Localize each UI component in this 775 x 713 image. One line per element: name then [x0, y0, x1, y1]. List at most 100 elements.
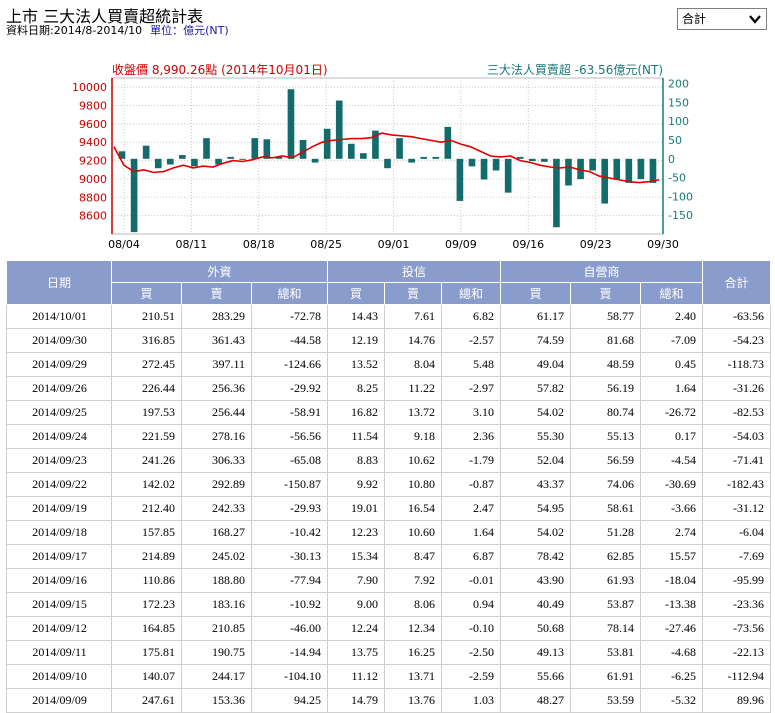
- table-cell-value: 58.77: [570, 304, 642, 329]
- table-cell-value: 164.85: [111, 616, 182, 641]
- bar: [299, 140, 307, 159]
- table-cell-date: 2014/09/30: [6, 328, 112, 353]
- table-cell-value: 50.68: [500, 616, 572, 641]
- table-cell-value: 172.23: [111, 592, 182, 617]
- table-cell-value: 49.04: [500, 352, 572, 377]
- table-cell-value: 55.30: [500, 424, 572, 449]
- header-foreign-buy: 買: [111, 282, 182, 305]
- table-cell-date: 2014/09/10: [6, 664, 112, 689]
- header-total: 合計: [702, 260, 772, 305]
- table-cell-date: 2014/09/23: [6, 448, 112, 473]
- table-cell-value: -6.04: [702, 520, 772, 545]
- table-cell-value: -54.23: [702, 328, 772, 353]
- table-cell-value: 157.85: [111, 520, 182, 545]
- table-cell-value: 110.86: [111, 568, 182, 593]
- table-cell-date: 2014/09/09: [6, 688, 112, 713]
- table-cell-value: 2.36: [441, 424, 502, 449]
- left-axis-tick: 9200: [79, 155, 107, 168]
- table-cell-value: 13.72: [384, 400, 443, 425]
- table-cell-value: 272.45: [111, 352, 182, 377]
- left-axis-tick: 9400: [79, 136, 107, 149]
- table-row: 2014/09/18 157.85 168.27 -10.42 12.23 10.60 1.…: [6, 520, 772, 545]
- table-cell-value: -7.09: [640, 328, 704, 353]
- table-row: 2014/09/19 212.40 242.33 -29.93 19.01 16.54 2.…: [6, 496, 772, 521]
- bar: [553, 158, 560, 228]
- table-cell-value: -150.87: [251, 472, 329, 497]
- chevron-down-icon: [749, 15, 761, 24]
- x-tick-label: 09/23: [580, 238, 612, 251]
- x-tick-label: 09/16: [512, 238, 544, 251]
- legend-left: 收盤價 8,990.26點 (2014年10月01日): [112, 63, 328, 77]
- table-cell-value: -2.97: [441, 376, 502, 401]
- right-axis-tick: -50: [668, 172, 686, 185]
- table-cell-value: 9.18: [384, 424, 443, 449]
- table-row: 2014/09/25 197.53 256.44 -58.91 16.82 13.72 3.…: [6, 400, 772, 425]
- table-cell-value: 53.87: [570, 592, 642, 617]
- bar: [420, 156, 428, 159]
- table-cell-value: 61.93: [570, 568, 642, 593]
- table-cell-value: 7.92: [384, 568, 443, 593]
- table-cell-value: 1.64: [640, 376, 704, 401]
- table-cell-value: -10.92: [251, 592, 329, 617]
- bar: [154, 158, 162, 169]
- category-select-value: 合計: [682, 12, 707, 26]
- table-cell-value: 14.43: [327, 304, 386, 329]
- table-cell-value: -72.78: [251, 304, 329, 329]
- table-cell-value: 153.36: [181, 688, 252, 713]
- table-cell-value: -44.58: [251, 328, 329, 353]
- table-cell-value: 168.27: [181, 520, 252, 545]
- data-info: 資料日期:2014/8-2014/10 單位：億元(NT): [6, 22, 229, 38]
- table-cell-value: 283.29: [181, 304, 252, 329]
- table-cell-value: 15.34: [327, 544, 386, 569]
- bar: [528, 158, 536, 162]
- header-trust-buy: 買: [327, 282, 386, 305]
- bar: [504, 158, 512, 193]
- right-axis-tick: 200: [668, 78, 689, 91]
- table-cell-value: 8.83: [327, 448, 386, 473]
- table-row: 2014/09/29 272.45 397.11 -124.66 13.52 8.04 5.…: [6, 352, 772, 377]
- bar: [565, 158, 572, 186]
- table-cell-date: 2014/09/16: [6, 568, 112, 593]
- table-cell-value: 0.94: [441, 592, 502, 617]
- bar: [311, 158, 319, 163]
- bar: [203, 138, 210, 159]
- table-cell-value: 49.13: [500, 640, 572, 665]
- table-row: 2014/09/23 241.26 306.33 -65.08 8.83 10.62 -1.…: [6, 448, 772, 473]
- table-cell-value: 256.44: [181, 400, 252, 425]
- table-cell-value: 306.33: [181, 448, 252, 473]
- table-cell-value: 61.17: [500, 304, 572, 329]
- table-cell-value: 8.06: [384, 592, 443, 617]
- bar: [130, 158, 138, 233]
- header-foreign-sell: 賣: [181, 282, 252, 305]
- table-cell-value: 53.59: [570, 688, 642, 713]
- table-cell-value: 361.43: [181, 328, 252, 353]
- table-cell-value: -29.93: [251, 496, 329, 521]
- bar: [275, 156, 283, 159]
- table-cell-value: 74.59: [500, 328, 572, 353]
- table-cell-value: 13.75: [327, 640, 386, 665]
- table-cell-value: -29.92: [251, 376, 329, 401]
- table-cell-value: -10.42: [251, 520, 329, 545]
- table-cell-date: 2014/09/11: [6, 640, 112, 665]
- bar: [287, 89, 295, 159]
- table-cell-value: 40.49: [500, 592, 572, 617]
- chart-area: 08/04 08/11 08/18 08/25 09/01 09/09 09/16 09/23…: [0, 58, 775, 258]
- table-cell-value: 278.16: [181, 424, 252, 449]
- bar: [347, 143, 355, 159]
- x-tick-label: 08/04: [108, 238, 140, 251]
- table-cell-value: 11.22: [384, 376, 443, 401]
- table-cell-value: 57.82: [500, 376, 572, 401]
- bar: [384, 158, 391, 169]
- header-dealer-buy: 買: [500, 282, 572, 305]
- table-cell-value: -3.66: [640, 496, 704, 521]
- table-cell-value: 188.80: [181, 568, 252, 593]
- bar: [456, 158, 464, 201]
- table-cell-value: -26.72: [640, 400, 704, 425]
- table-cell-value: -1.79: [441, 448, 502, 473]
- category-select[interactable]: 合計: [677, 8, 767, 30]
- table-cell-value: 210.85: [181, 616, 252, 641]
- table-cell-value: -31.26: [702, 376, 772, 401]
- right-axis-tick: 100: [668, 115, 689, 128]
- bar: [215, 158, 222, 165]
- table-cell-value: 78.42: [500, 544, 572, 569]
